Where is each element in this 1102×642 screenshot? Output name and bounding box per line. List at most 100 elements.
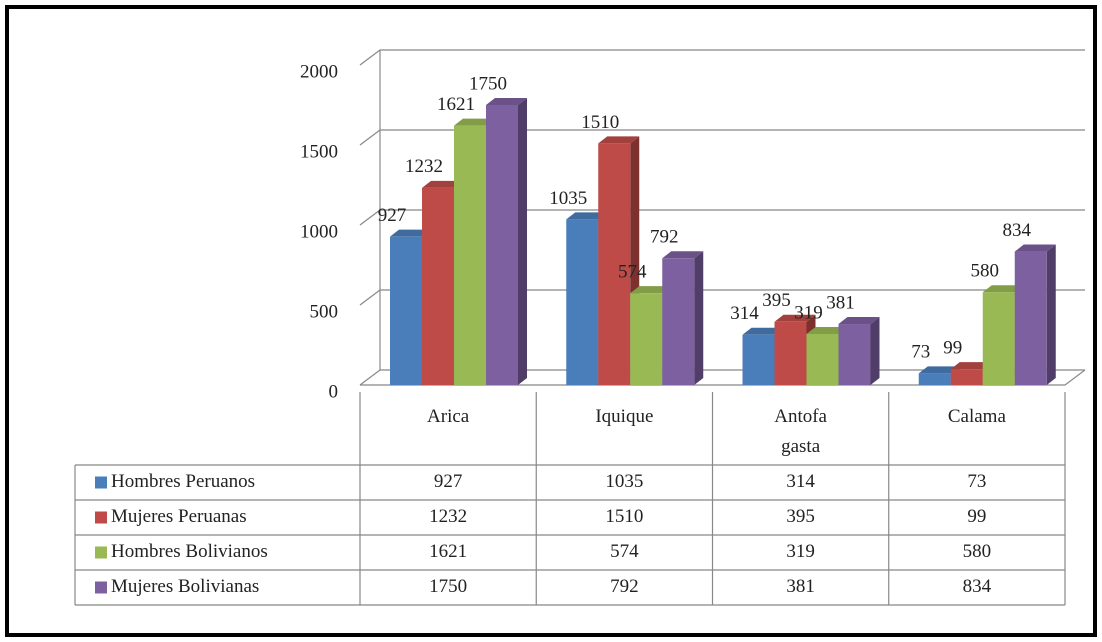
table-value: 73 xyxy=(967,471,986,492)
bar-top xyxy=(662,251,704,259)
data-label: 1510 xyxy=(581,112,619,133)
data-label: 792 xyxy=(650,227,679,248)
data-label: 1232 xyxy=(405,156,443,177)
bar-top xyxy=(598,136,640,144)
bar xyxy=(1014,244,1056,385)
bar-front xyxy=(982,292,1015,385)
table-value: 1510 xyxy=(605,506,643,527)
table-value: 319 xyxy=(786,541,815,562)
x-tick-label: Antofa gasta xyxy=(774,406,827,457)
bar-front xyxy=(950,369,983,385)
bar-top xyxy=(390,229,431,237)
y-tick-label: 2000 xyxy=(300,61,338,82)
bar xyxy=(598,136,640,385)
x-tick-label-line: Calama xyxy=(948,406,1007,427)
bar-front xyxy=(662,258,695,385)
table-value: 834 xyxy=(963,576,992,597)
table-value: 1750 xyxy=(429,576,467,597)
grid-line xyxy=(359,289,1085,306)
y-tick-label: 1500 xyxy=(300,141,338,162)
legend-label: Hombres Bolivianos xyxy=(111,541,268,562)
bar-front xyxy=(566,219,599,385)
y-tick-label: 500 xyxy=(310,301,339,322)
grid-line xyxy=(359,209,1085,226)
bar-top xyxy=(486,98,527,105)
bar-top xyxy=(982,285,1024,293)
bar-side xyxy=(1046,244,1056,385)
bar-top xyxy=(918,366,960,374)
legend-swatch xyxy=(95,511,107,524)
table-value: 99 xyxy=(967,506,986,527)
bar-front xyxy=(422,187,454,385)
x-tick-label: Arica xyxy=(427,406,470,427)
table-value: 381 xyxy=(786,576,815,597)
bar-top xyxy=(774,314,816,322)
table-value: 1232 xyxy=(429,506,467,527)
legend-label: Mujeres Bolivianas xyxy=(111,576,259,597)
bar-top xyxy=(422,180,463,188)
data-label: 1750 xyxy=(469,73,507,94)
bar-top xyxy=(1014,244,1056,252)
bar-front xyxy=(630,293,663,385)
bar-top xyxy=(566,212,608,220)
bar-front xyxy=(774,321,807,385)
x-tick-label: Calama xyxy=(948,406,1007,427)
table-value: 395 xyxy=(786,506,815,527)
legend-label: Mujeres Peruanas xyxy=(111,506,247,527)
table-value: 1621 xyxy=(429,541,467,562)
bar xyxy=(838,317,880,385)
bar-front xyxy=(454,125,486,385)
table-value: 574 xyxy=(610,541,639,562)
bar-top xyxy=(630,286,672,294)
bar-front xyxy=(838,324,871,385)
data-label: 73 xyxy=(911,342,930,363)
bar-front xyxy=(486,105,518,385)
data-label: 1621 xyxy=(437,94,475,115)
legend-label: Hombres Peruanos xyxy=(111,471,255,492)
data-label: 927 xyxy=(378,205,407,226)
data-label: 580 xyxy=(971,261,1000,282)
data-label: 1035 xyxy=(549,188,587,209)
data-label: 99 xyxy=(943,338,962,359)
bar-front xyxy=(598,143,631,385)
bar-front xyxy=(742,334,775,385)
data-label: 574 xyxy=(618,262,647,283)
bar xyxy=(486,98,527,385)
bar-front xyxy=(806,333,839,385)
bar xyxy=(662,251,704,385)
bar-front xyxy=(390,236,422,385)
bar-top xyxy=(742,327,784,335)
bar-top xyxy=(806,326,848,334)
x-tick-label-line: Antofa xyxy=(774,406,827,427)
x-tick-label-line: Iquique xyxy=(595,406,653,427)
table-value: 580 xyxy=(963,541,992,562)
table-value: 792 xyxy=(610,576,639,597)
bar-side xyxy=(518,98,527,385)
x-tick-label-line: gasta xyxy=(781,436,821,457)
data-label: 319 xyxy=(794,302,823,323)
table-value: 314 xyxy=(786,471,815,492)
y-tick-label: 1000 xyxy=(300,221,338,242)
bar-front xyxy=(918,373,951,385)
x-tick-label: Iquique xyxy=(595,406,653,427)
data-label: 381 xyxy=(826,292,855,313)
legend-swatch xyxy=(95,546,107,559)
bar-side xyxy=(694,251,704,385)
bar-top xyxy=(950,362,992,370)
x-tick-label-line: Arica xyxy=(427,406,470,427)
table-value: 1035 xyxy=(605,471,643,492)
data-label: 395 xyxy=(762,290,791,311)
data-label: 314 xyxy=(730,303,759,324)
bar-top xyxy=(454,118,495,126)
y-tick-label: 0 xyxy=(329,381,339,402)
table-value: 927 xyxy=(434,471,463,492)
legend-swatch xyxy=(95,476,107,489)
bar-side xyxy=(870,317,880,385)
bar-top xyxy=(838,317,880,325)
frame xyxy=(5,5,1097,637)
legend-swatch xyxy=(95,581,107,594)
grid-line xyxy=(359,49,1085,66)
data-label: 834 xyxy=(1003,220,1032,241)
